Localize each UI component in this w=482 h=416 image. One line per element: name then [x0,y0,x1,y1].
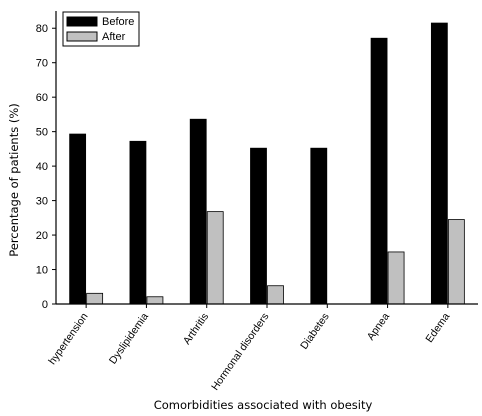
bar-before-2 [189,118,207,305]
bar-before-4 [310,147,328,305]
bar-after-3 [267,285,284,305]
x-axis-title: Comorbidities associated with obesity [154,398,373,412]
y-tick-label: 70 [36,58,48,70]
legend-label-after: After [102,31,126,43]
x-axis-ticks: hypertension Dyslipidemia ArthritisHormona… [46,304,452,393]
legend: Before After [62,11,140,47]
x-tick-label: Hormonal disorders [209,311,271,393]
y-tick-label: 0 [42,299,48,311]
bar-before-1 [129,140,147,305]
y-tick-label: 80 [36,23,48,35]
bar-before-3 [250,147,267,305]
y-axis-title: Percentage of patients (%) [7,103,21,257]
x-tick-label: Arthritis [181,311,211,347]
legend-swatch-before [66,16,98,27]
x-tick-label: Dyslipidemia [107,311,151,367]
y-tick-label: 50 [36,127,48,139]
x-tick-label: Edema [423,311,452,345]
y-axis-ticks: 0 10 20 30 40 50 60 70 80 [36,23,56,311]
x-tick-label: Diabetes [298,311,332,352]
bar-after-6 [447,219,465,305]
bar-after-2 [206,211,224,305]
y-tick-label: 10 [36,265,48,277]
bars-group [69,22,465,305]
x-tick-label: Apnea [365,311,392,343]
y-tick-label: 20 [36,230,48,242]
bar-after-1 [146,296,164,305]
bar-before-6 [430,22,448,305]
bar-after-0 [86,292,104,305]
y-tick-label: 40 [36,161,48,173]
bar-before-5 [370,37,388,305]
y-tick-label: 60 [36,92,48,104]
bar-after-5 [387,251,405,305]
legend-label-before: Before [102,16,134,28]
x-tick-label: hypertension [46,311,90,367]
legend-swatch-after [66,31,98,42]
y-tick-label: 30 [36,196,48,208]
bar-before-0 [69,133,87,305]
